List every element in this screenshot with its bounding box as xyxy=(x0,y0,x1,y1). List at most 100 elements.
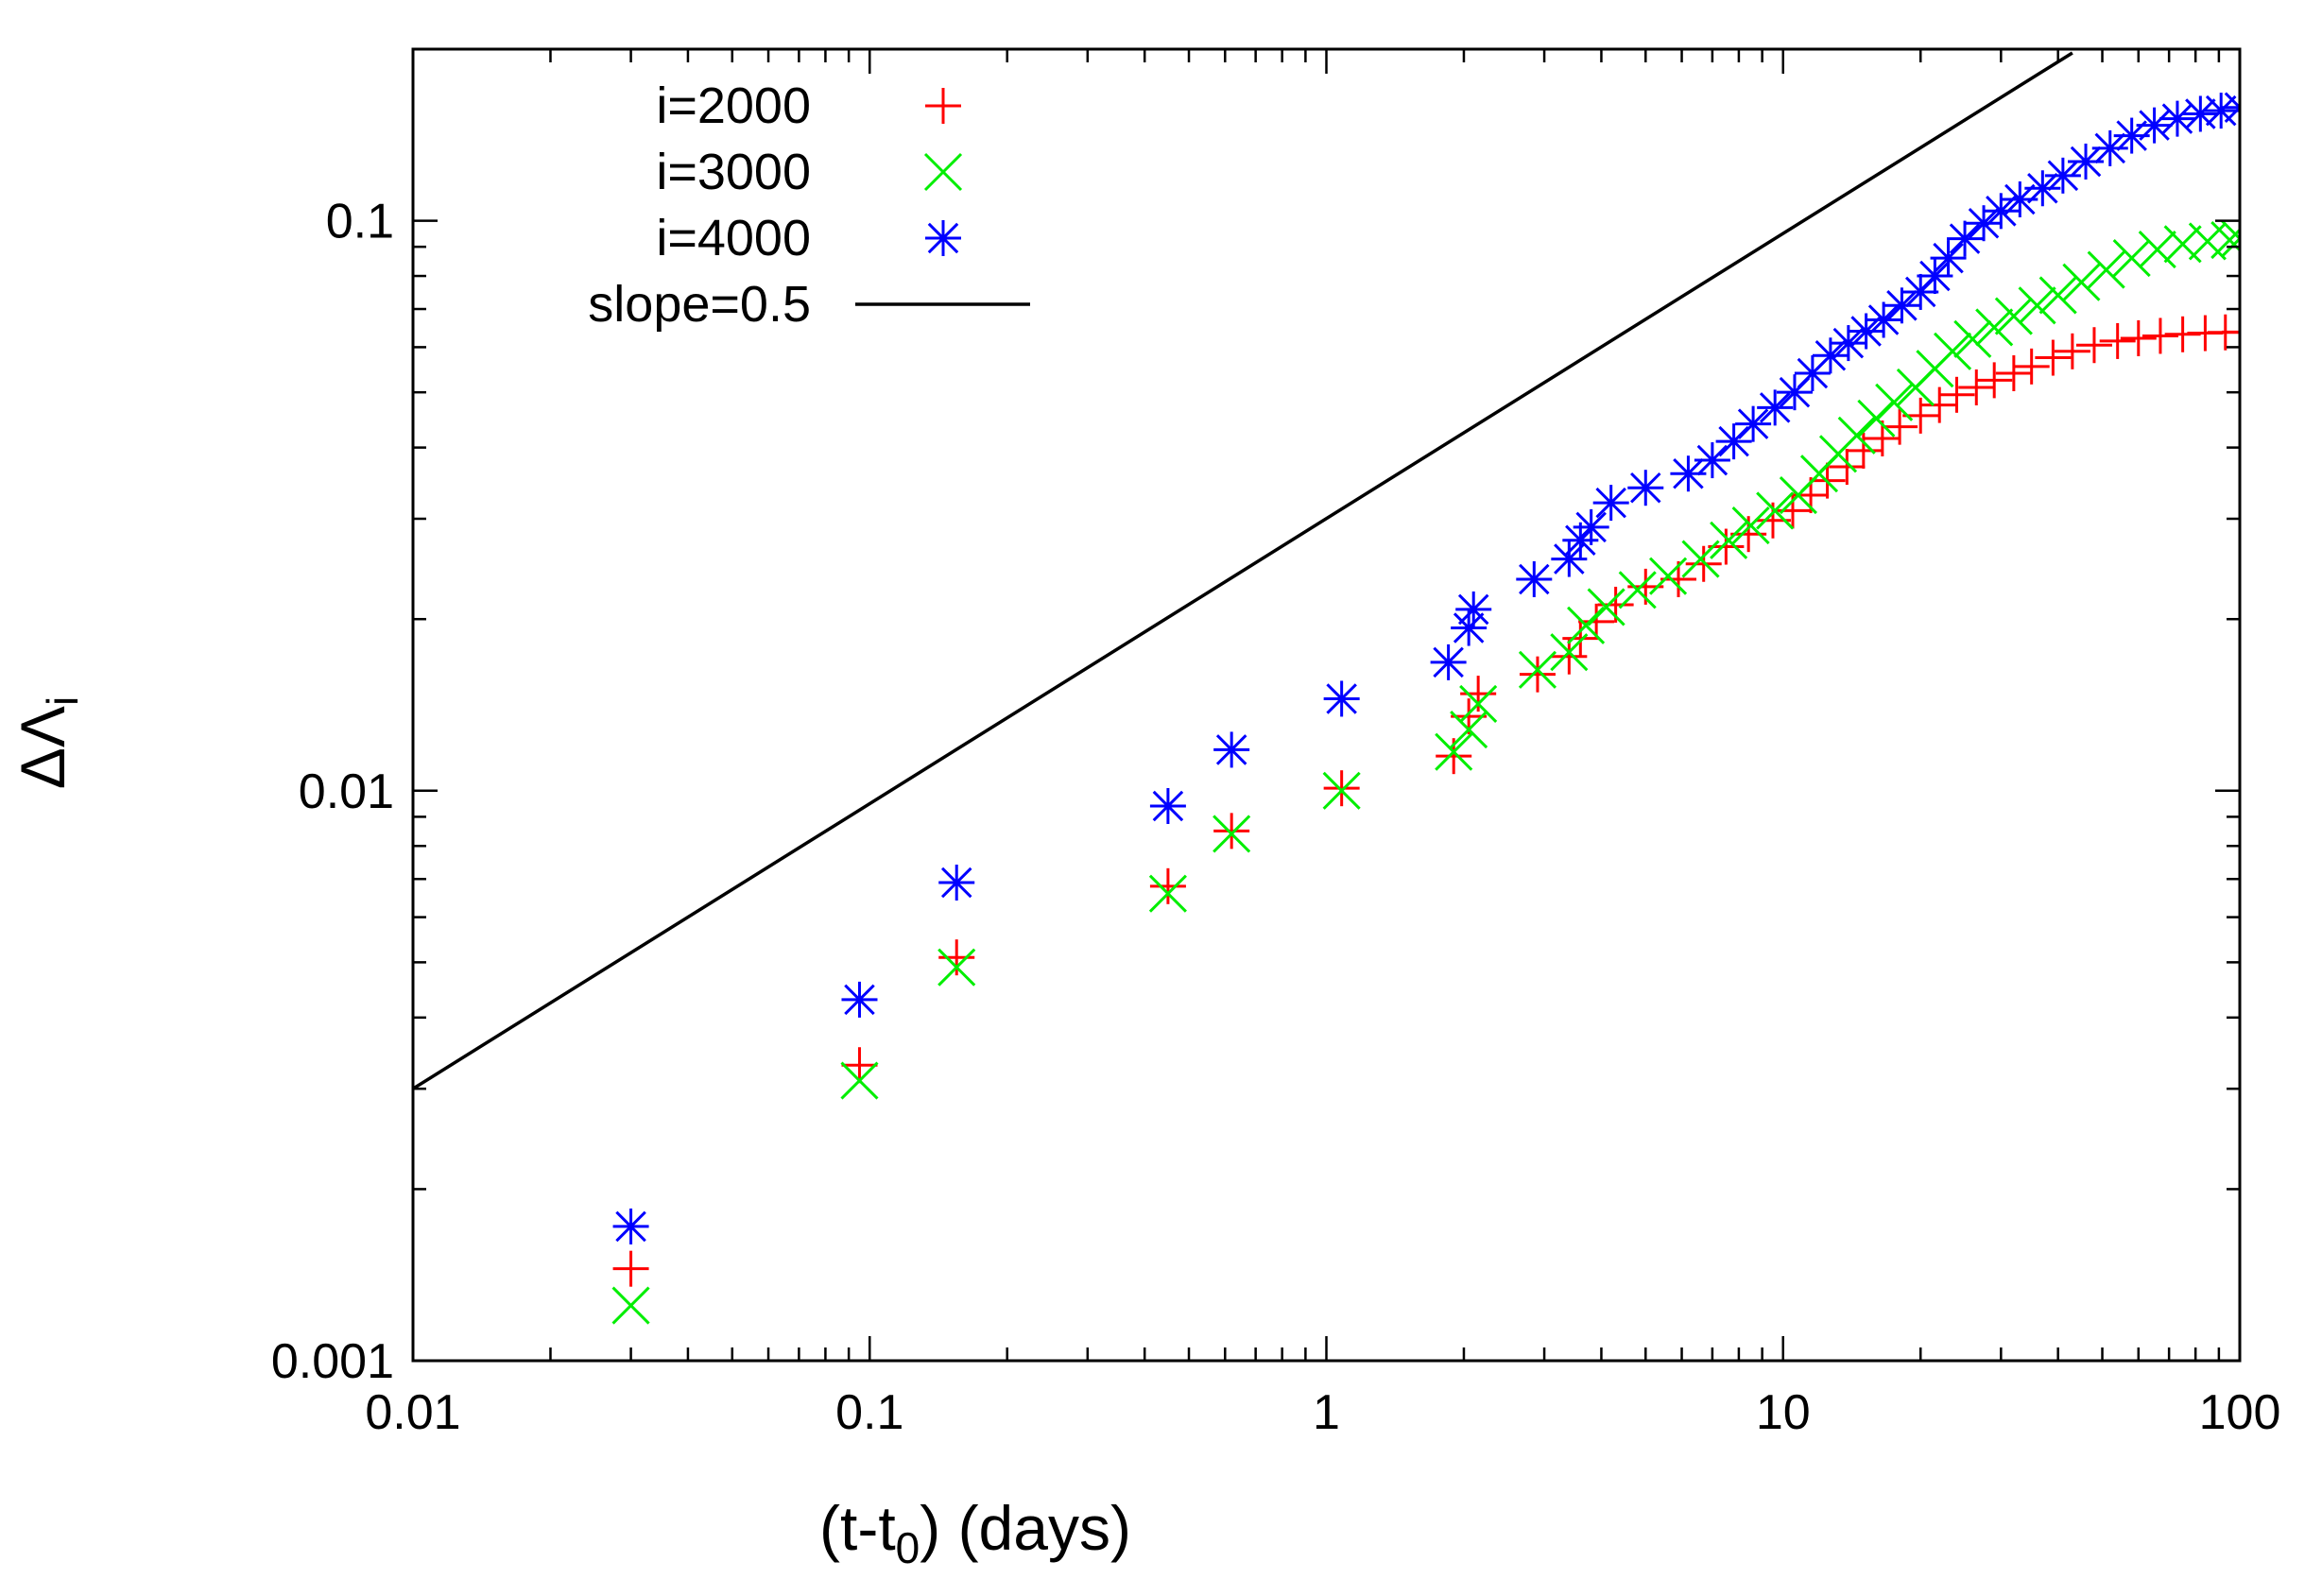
data-point xyxy=(1710,521,1748,559)
data-point xyxy=(2210,220,2240,260)
data-point xyxy=(2018,286,2056,325)
data-point xyxy=(1213,815,1251,853)
data-point xyxy=(2138,231,2176,269)
legend-label: slope=0.5 xyxy=(588,276,811,333)
data-point xyxy=(1917,258,1953,295)
data-point xyxy=(2141,317,2178,354)
data-point xyxy=(938,864,975,901)
y-axis-title-main: ΔΛ xyxy=(8,706,77,789)
data-point xyxy=(1938,376,1975,413)
legend-label: i=3000 xyxy=(656,144,811,200)
data-point xyxy=(611,1286,650,1325)
data-point xyxy=(1902,273,1939,310)
data-point xyxy=(1550,633,1589,672)
data-point xyxy=(1567,606,1606,644)
data-point xyxy=(1681,540,1720,578)
data-point xyxy=(1735,405,1772,442)
series-slope=0.5 xyxy=(413,51,2073,1090)
data-point xyxy=(1845,432,1882,469)
data-point xyxy=(1866,301,1902,338)
data-point xyxy=(1812,337,1849,374)
data-point xyxy=(1323,770,1360,807)
data-point xyxy=(1450,711,1488,749)
data-point xyxy=(2035,339,2072,376)
legend-label: i=4000 xyxy=(656,210,811,266)
data-point xyxy=(1649,557,1688,595)
data-point xyxy=(1518,650,1557,689)
data-point xyxy=(2024,170,2061,207)
data-point xyxy=(2120,319,2157,356)
data-point xyxy=(1592,485,1629,522)
data-point xyxy=(1627,470,1664,506)
data-point xyxy=(2038,276,2077,315)
data-point xyxy=(1975,308,2014,347)
data-point xyxy=(1516,560,1553,597)
series-i=4000 xyxy=(612,89,2240,1244)
data-point xyxy=(1694,442,1730,479)
data-point xyxy=(1551,638,1588,675)
y-axis-title-subscript: i xyxy=(38,696,87,706)
data-point xyxy=(1995,355,2032,392)
data-point xyxy=(1994,297,2033,335)
data-point xyxy=(2054,333,2090,369)
data-point xyxy=(841,1047,878,1084)
slope-line xyxy=(413,51,2073,1090)
data-point xyxy=(840,1061,879,1100)
data-point xyxy=(938,939,975,976)
data-point xyxy=(1731,506,1770,545)
legend: i=2000 i=3000 i=4000 slope=0.5 xyxy=(588,77,1030,333)
data-point xyxy=(1875,383,1914,421)
data-point xyxy=(2044,157,2081,194)
y-tick-label: 0.001 xyxy=(271,1334,394,1389)
data-point xyxy=(1430,644,1467,680)
y-axis-title: ΔΛi xyxy=(8,696,87,789)
data-layer xyxy=(413,51,2240,1325)
data-point xyxy=(2222,89,2240,126)
data-point xyxy=(1148,874,1187,913)
data-point xyxy=(2013,348,2050,385)
series-i=2000 xyxy=(612,314,2240,1287)
x-tick-label: 1 xyxy=(1313,1385,1340,1440)
y-tick-label: 0.01 xyxy=(299,764,394,819)
data-point xyxy=(1519,656,1556,693)
data-point xyxy=(1149,867,1186,904)
x-tick-label: 0.01 xyxy=(365,1385,460,1440)
x-tick-label: 0.1 xyxy=(835,1385,903,1440)
data-point xyxy=(2099,322,2136,359)
data-point xyxy=(1459,684,1498,723)
data-point xyxy=(1829,449,1866,486)
data-point xyxy=(2222,314,2240,351)
data-point xyxy=(1213,731,1250,768)
data-point xyxy=(1322,771,1361,810)
data-point xyxy=(1983,193,2020,230)
series-i=3000 xyxy=(611,219,2240,1325)
data-point xyxy=(2075,327,2112,364)
data-point xyxy=(1930,240,1967,277)
data-point xyxy=(1882,408,1918,445)
data-point xyxy=(841,981,878,1018)
data-point xyxy=(1149,788,1186,825)
legend-label: i=2000 xyxy=(656,77,811,134)
data-point xyxy=(1573,508,1609,545)
data-point xyxy=(1551,541,1588,577)
data-point xyxy=(1757,389,1794,426)
data-point xyxy=(1587,588,1625,626)
x-axis-title-subscript: 0 xyxy=(896,1523,920,1572)
data-point xyxy=(2203,93,2240,129)
data-point xyxy=(1883,287,1920,324)
data-point xyxy=(1976,362,2013,399)
data-point xyxy=(1953,319,1992,358)
x-tick-label: 10 xyxy=(1756,1385,1811,1440)
x-axis-title-main: (t-t xyxy=(819,1493,896,1563)
data-point xyxy=(2087,250,2125,289)
data-point xyxy=(2220,219,2240,258)
data-point xyxy=(1947,220,1984,257)
data-point xyxy=(937,948,976,987)
data-point xyxy=(1618,571,1657,609)
legend-marker xyxy=(925,220,961,256)
data-point xyxy=(1934,332,1972,370)
data-point xyxy=(1837,416,1876,455)
data-point xyxy=(1213,813,1250,849)
data-point xyxy=(1921,386,1958,423)
